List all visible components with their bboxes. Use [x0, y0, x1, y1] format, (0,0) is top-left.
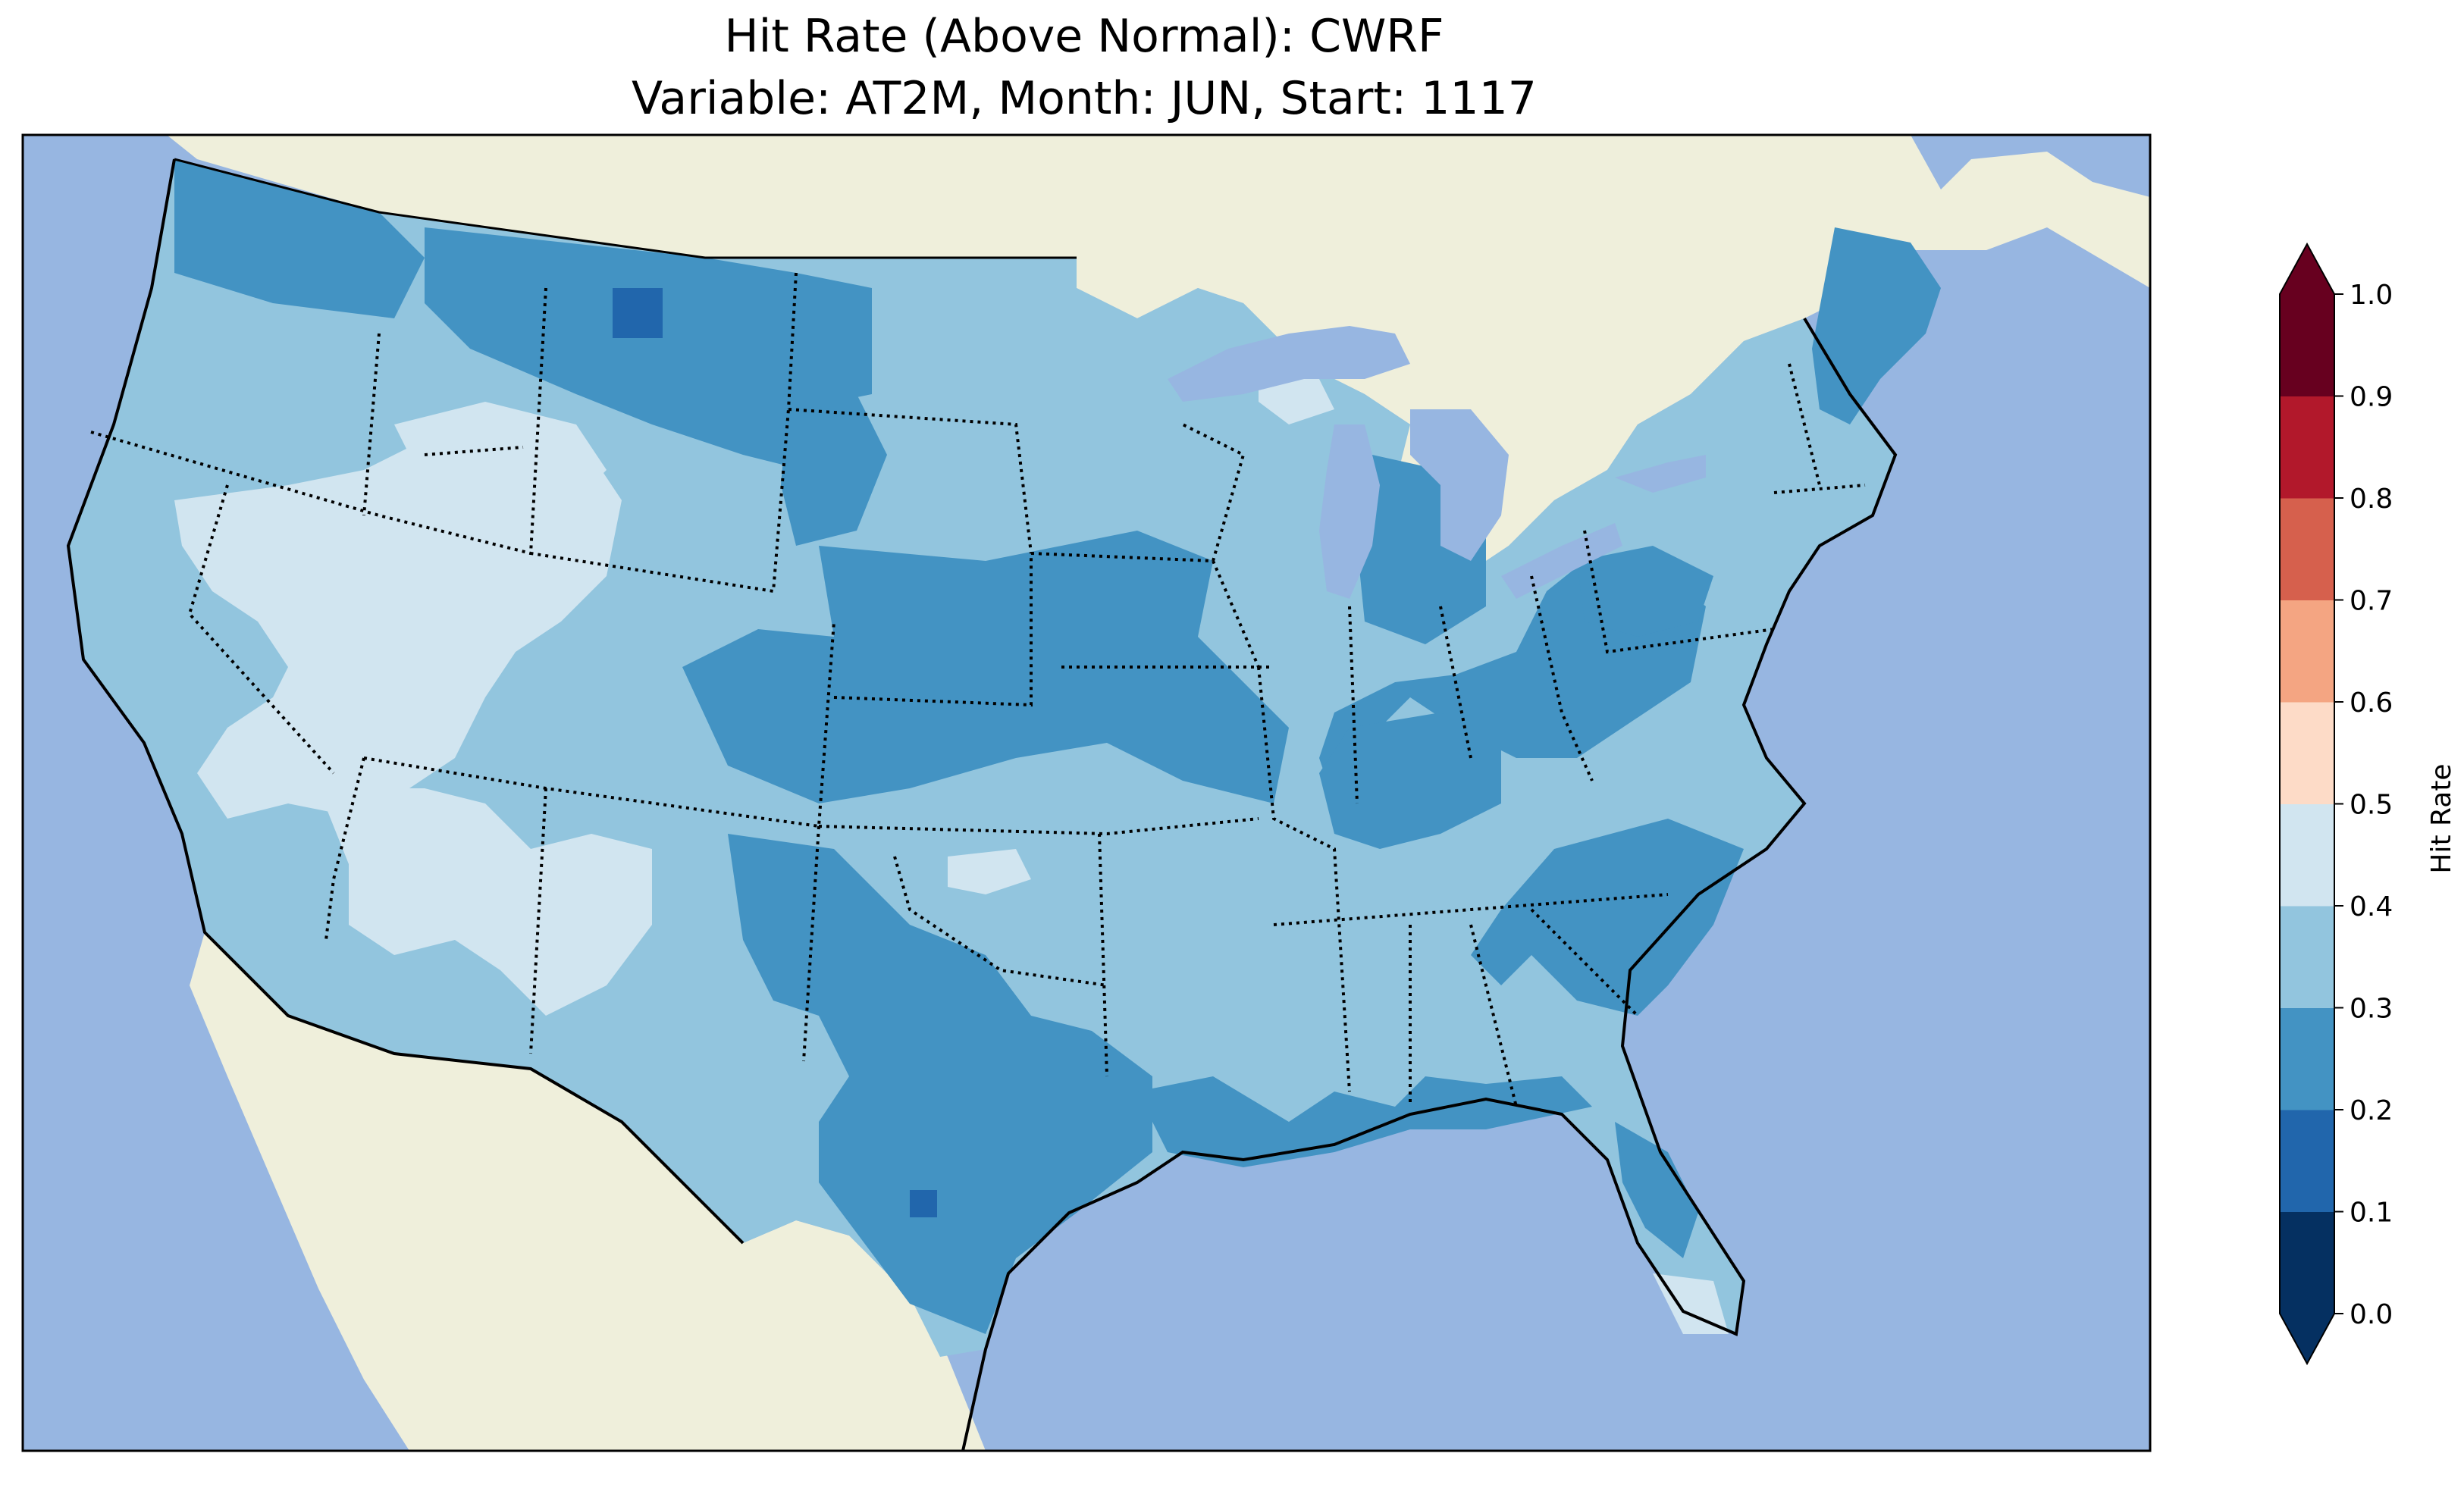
region-texas: [728, 834, 1152, 1334]
region-washington: [174, 159, 425, 318]
region-south-florida: [1653, 1273, 1729, 1334]
colorbar-tick-label: 0.8: [2350, 484, 2393, 515]
colorbar-segment: [2280, 600, 2334, 703]
region-great-lakes-east: [1577, 546, 1713, 637]
colorbar-segment: [2280, 294, 2334, 396]
map-frame: [21, 133, 2152, 1452]
region-dakotas: [781, 394, 887, 546]
colorbar-segment: [2280, 396, 2334, 499]
lake-huron: [1410, 409, 1509, 561]
colorbar-tick-label: 0.2: [2350, 1095, 2393, 1126]
colorbar-tick-label: 0.1: [2350, 1198, 2393, 1229]
hit-rate-0.1-0.2-spots: [613, 288, 937, 1217]
region-oklahoma: [948, 849, 1031, 894]
region-arizona-nm: [318, 788, 652, 1016]
mexico-land: [190, 932, 986, 1451]
lake-michigan: [1319, 424, 1380, 599]
canada-land: [167, 135, 2150, 576]
colorbar-tick-label: 0.4: [2350, 891, 2393, 922]
spot-montana: [613, 288, 663, 338]
coastline: [66, 158, 1898, 1451]
colorbar-segment: [2280, 1110, 2334, 1212]
map-panel: [23, 135, 2150, 1451]
region-new-england: [1812, 227, 1941, 424]
region-southeast-coast: [1471, 819, 1744, 1016]
lake-erie: [1501, 523, 1622, 599]
colorbar-tick-label: 0.0: [2350, 1299, 2393, 1330]
region-nevada-utah: [174, 424, 622, 819]
us-canada-border: [174, 158, 1077, 259]
title-line-2: Variable: AT2M, Month: JUN, Start: 1117: [632, 72, 1537, 125]
region-idaho-wyoming: [394, 402, 607, 500]
great-lakes: [1168, 326, 1706, 599]
region-montana-north-dakota: [425, 227, 872, 470]
colorbar-segment: [2280, 1007, 2334, 1110]
region-central-plains: [682, 531, 1289, 803]
lake-superior: [1168, 326, 1410, 402]
colorbar-tick-label: 0.7: [2350, 586, 2393, 617]
colorbar-tick-label: 1.0: [2350, 280, 2393, 311]
lake-ontario: [1615, 455, 1706, 493]
colorbar-segment: [2280, 803, 2334, 907]
colorbar-tick-label: 0.6: [2350, 687, 2393, 719]
colorbar-segment: [2280, 906, 2334, 1008]
hit-rate-0.2-0.3-regions: [174, 159, 1941, 1334]
colorbar-extend-under: [2280, 1314, 2334, 1364]
colorbar-tick-label: 0.9: [2350, 382, 2393, 413]
colorbar-tick-label: 0.5: [2350, 790, 2393, 821]
colorbar: 0.0 0.1 0.2 0.3 0.4 0.5 0.6 0.7 0.8 0.9 1.0: [2279, 242, 2393, 1366]
state-borders: [90, 272, 1866, 1107]
spot-south-texas: [910, 1190, 937, 1217]
colorbar-label: Hit Rate: [2426, 763, 2457, 873]
colorbar-segment: [2280, 498, 2334, 600]
colorbar-tick-label: 0.3: [2350, 994, 2393, 1025]
colorbar-segment: [2280, 1211, 2334, 1314]
title-line-1: Hit Rate (Above Normal): CWRF: [725, 10, 1444, 63]
region-kentucky-tennessee: [1319, 713, 1501, 849]
region-florida: [1615, 1122, 1698, 1258]
colorbar-extend-over: [2280, 244, 2334, 294]
colorbar-segment: [2280, 702, 2334, 804]
